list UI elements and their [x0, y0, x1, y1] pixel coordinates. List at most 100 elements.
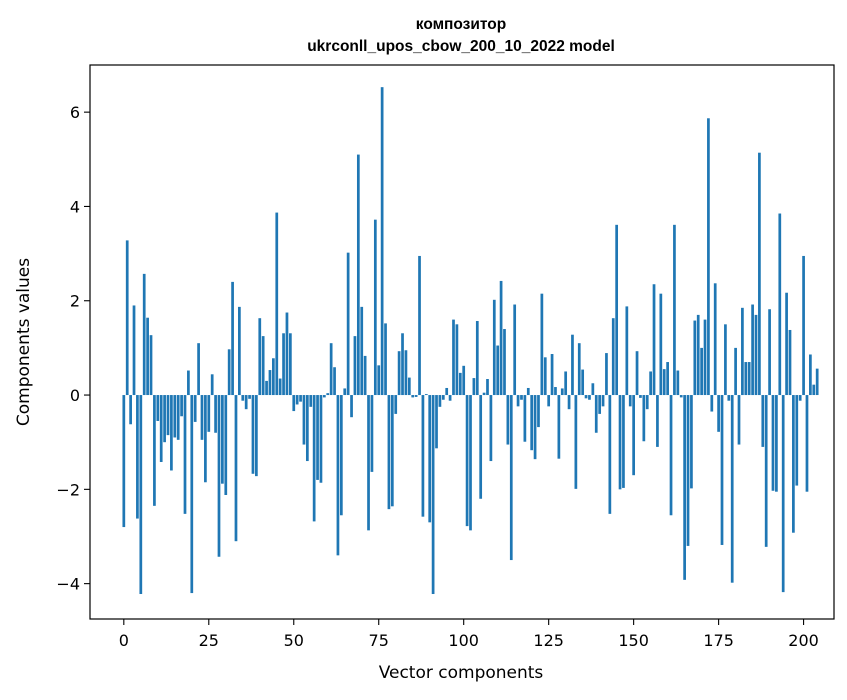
bar-series [122, 87, 819, 595]
bar-202 [809, 354, 812, 396]
bar-153 [642, 395, 646, 442]
bar-68 [353, 336, 357, 396]
bar-144 [611, 318, 615, 396]
bar-189 [764, 395, 768, 547]
bar-184 [747, 362, 751, 396]
bar-196 [788, 329, 792, 396]
bar-50 [292, 395, 296, 412]
bar-26 [210, 374, 214, 396]
y-axis-label: Components values [14, 258, 34, 426]
bar-107 [486, 379, 489, 396]
bar-58 [319, 395, 323, 483]
bar-36 [244, 395, 248, 410]
y-tick-label--4: −4 [56, 575, 80, 594]
x-tick-label-0: 0 [119, 631, 129, 650]
bar-63 [336, 395, 340, 556]
bar-47 [282, 333, 285, 396]
bar-187 [758, 152, 761, 396]
bar-37 [248, 395, 251, 399]
bar-166 [686, 395, 690, 546]
bar-99 [458, 372, 462, 396]
bar-51 [295, 395, 299, 405]
bar-199 [798, 395, 802, 401]
bar-28 [217, 395, 221, 557]
y-tick-label-4: 4 [70, 197, 80, 216]
bar-175 [717, 395, 720, 432]
bar-150 [632, 395, 635, 476]
bar-85 [411, 395, 415, 398]
bar-49 [289, 333, 292, 396]
bar-54 [305, 395, 309, 462]
bar-152 [639, 395, 642, 398]
bar-193 [778, 213, 782, 396]
bar-157 [656, 395, 659, 447]
bar-8 [149, 335, 153, 396]
bar-154 [645, 395, 649, 410]
bar-35 [241, 395, 245, 401]
bar-89 [424, 394, 428, 396]
bar-147 [622, 395, 625, 488]
chart-title-line2: ukrconll_upos_cbow_200_10_2022 model [307, 38, 615, 55]
bar-137 [588, 395, 591, 400]
bar-95 [445, 387, 449, 396]
x-tick-label-175: 175 [703, 631, 734, 650]
x-tick-label-50: 50 [284, 631, 304, 650]
y-tick-label-2: 2 [70, 292, 80, 311]
bar-188 [761, 395, 765, 447]
bar-21 [193, 395, 197, 422]
bar-160 [666, 362, 669, 396]
y-tick-label-6: 6 [70, 103, 80, 122]
bar-116 [516, 395, 520, 407]
bar-125 [547, 395, 551, 407]
bar-16 [176, 395, 180, 440]
bar-172 [707, 118, 710, 396]
bar-96 [448, 395, 452, 401]
bar-79 [390, 395, 394, 507]
bar-111 [499, 280, 503, 396]
bar-131 [567, 395, 571, 410]
bar-32 [231, 281, 234, 396]
bar-75 [377, 365, 381, 396]
bar-136 [584, 395, 588, 399]
bar-76 [380, 87, 384, 396]
bar-27 [214, 395, 217, 433]
bar-65 [343, 388, 347, 396]
bar-123 [540, 293, 544, 396]
bar-140 [598, 395, 602, 414]
bar-168 [693, 320, 697, 396]
bar-57 [316, 395, 319, 480]
bar-159 [662, 369, 666, 396]
bar-77 [384, 323, 387, 396]
bar-105 [479, 395, 483, 499]
bar-197 [792, 395, 795, 533]
bar-183 [744, 362, 748, 396]
bar-149 [628, 395, 632, 407]
bar-70 [360, 306, 364, 396]
x-axis-ticks: 0 25 50 75 100 125 150 175 200 [119, 619, 819, 650]
bar-30 [224, 395, 228, 495]
bar-191 [771, 395, 775, 491]
x-tick-label-200: 200 [788, 631, 819, 650]
bar-104 [475, 321, 479, 396]
bar-109 [492, 299, 496, 396]
bar-133 [574, 395, 578, 489]
bar-113 [506, 395, 510, 445]
bar-106 [482, 392, 486, 396]
bar-88 [421, 395, 425, 517]
bar-204 [815, 368, 819, 396]
bar-91 [431, 395, 435, 595]
bar-60 [326, 393, 330, 396]
bar-155 [649, 371, 652, 396]
bar-203 [812, 384, 816, 396]
bar-121 [533, 395, 537, 460]
bar-132 [571, 334, 574, 396]
bar-138 [591, 383, 595, 396]
bar-22 [197, 343, 200, 396]
bar-173 [710, 395, 714, 412]
bar-33 [234, 395, 238, 542]
bar-23 [200, 395, 204, 440]
bar-52 [299, 395, 302, 402]
bar-114 [509, 395, 513, 561]
bar-43 [268, 370, 272, 396]
